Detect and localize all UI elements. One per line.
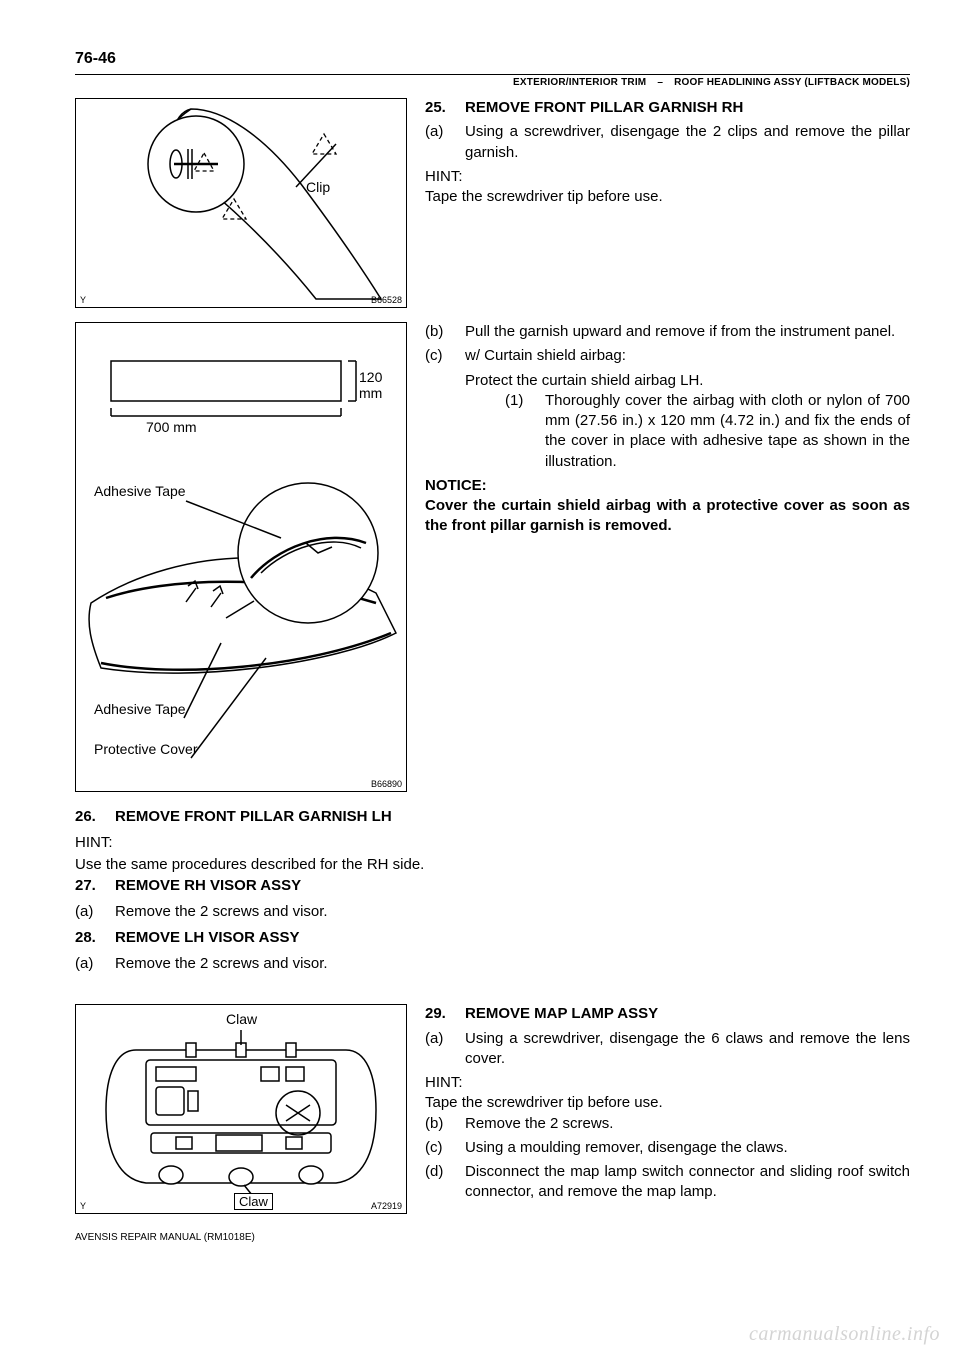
s29d-text: Disconnect the map lamp switch connector… [465,1162,910,1203]
fig1-code: B66528 [371,295,402,305]
header-left: EXTERIOR/INTERIOR TRIM [513,77,646,88]
figure-map-lamp: Claw Claw A72919 Y [75,1004,407,1214]
s27-title: REMOVE RH VISOR ASSY [115,875,301,897]
header-right: ROOF HEADLINING ASSY (LIFTBACK MODELS) [674,77,910,88]
s25a-num: (a) [425,122,465,163]
fig2-code: B66890 [371,779,402,789]
s26-hint-label: HINT: [75,832,910,854]
header-text: EXTERIOR/INTERIOR TRIM – ROOF HEADLINING… [75,77,910,88]
dim-700: 700 mm [146,419,197,435]
step29-text: 29.REMOVE MAP LAMP ASSY (a)Using a screw… [425,1004,910,1214]
s27-num: 27. [75,875,115,897]
step25b-text: (b)Pull the garnish upward and remove if… [425,322,910,792]
s29-num: 29. [425,1004,465,1024]
s26-title: REMOVE FRONT PILLAR GARNISH LH [115,806,392,828]
s25-num: 25. [425,98,465,118]
s29b-text: Remove the 2 screws. [465,1114,613,1134]
header-rule [75,74,910,75]
claw-label-bot: Claw [234,1193,273,1210]
s29a-text: Using a screwdriver, disengage the 6 cla… [465,1029,910,1070]
s29b-num: (b) [425,1114,465,1134]
s28-title: REMOVE LH VISOR ASSY [115,927,299,949]
header-dash: – [657,77,663,88]
s27a-text: Remove the 2 screws and visor. [115,901,328,923]
fig1-y: Y [80,295,86,305]
s29-title: REMOVE MAP LAMP ASSY [465,1004,658,1024]
step25-text: 25.REMOVE FRONT PILLAR GARNISH RH (a)Usi… [425,98,910,308]
s25c-text: w/ Curtain shield airbag: [465,346,626,366]
s29-hint-text: Tape the screwdriver tip before use. [425,1093,910,1113]
s25-title: REMOVE FRONT PILLAR GARNISH RH [465,98,743,118]
page-number: 76-46 [75,50,910,68]
watermark: carmanualsonline.info [749,1323,940,1346]
s25c1-num: (1) [505,391,545,472]
s29a-num: (a) [425,1029,465,1070]
s29-hint-label: HINT: [425,1073,910,1093]
s25b-num: (b) [425,322,465,342]
clip-label: Clip [306,179,330,195]
s25-hint-label: HINT: [425,167,910,187]
s29c-num: (c) [425,1138,465,1158]
s25b-text: Pull the garnish upward and remove if fr… [465,322,895,342]
tape-label-1: Adhesive Tape [94,483,186,499]
s25c1-text: Thoroughly cover the airbag with cloth o… [545,391,910,472]
tape-label-2: Adhesive Tape [94,701,186,717]
steps-26-28: 26.REMOVE FRONT PILLAR GARNISH LH HINT: … [75,806,910,974]
figure-airbag-cover: 120 mm 700 mm Adhesive Tape Adhesive Tap… [75,322,407,792]
footer-manual: AVENSIS REPAIR MANUAL (RM1018E) [75,1232,910,1243]
cover-label: Protective Cover [94,741,197,757]
fig3-code: A72919 [371,1201,402,1211]
notice-label: NOTICE: [425,476,910,496]
claw-label-top: Claw [226,1011,257,1027]
fig3-y: Y [80,1201,86,1211]
s26-num: 26. [75,806,115,828]
s29c-text: Using a moulding remover, disengage the … [465,1138,788,1158]
s28a-num: (a) [75,953,115,975]
s26-hint-text: Use the same procedures described for th… [75,854,910,876]
s25a-text: Using a screwdriver, disengage the 2 cli… [465,122,910,163]
s27a-num: (a) [75,901,115,923]
s28a-text: Remove the 2 screws and visor. [115,953,328,975]
s25c-text2: Protect the curtain shield airbag LH. [425,371,910,391]
dim-120: 120 mm [359,369,406,401]
s29d-num: (d) [425,1162,465,1203]
figure-pillar-clip: Clip B66528 Y [75,98,407,308]
s28-num: 28. [75,927,115,949]
s25c-num: (c) [425,346,465,366]
notice-text: Cover the curtain shield airbag with a p… [425,496,910,537]
s25-hint-text: Tape the screwdriver tip before use. [425,187,910,207]
